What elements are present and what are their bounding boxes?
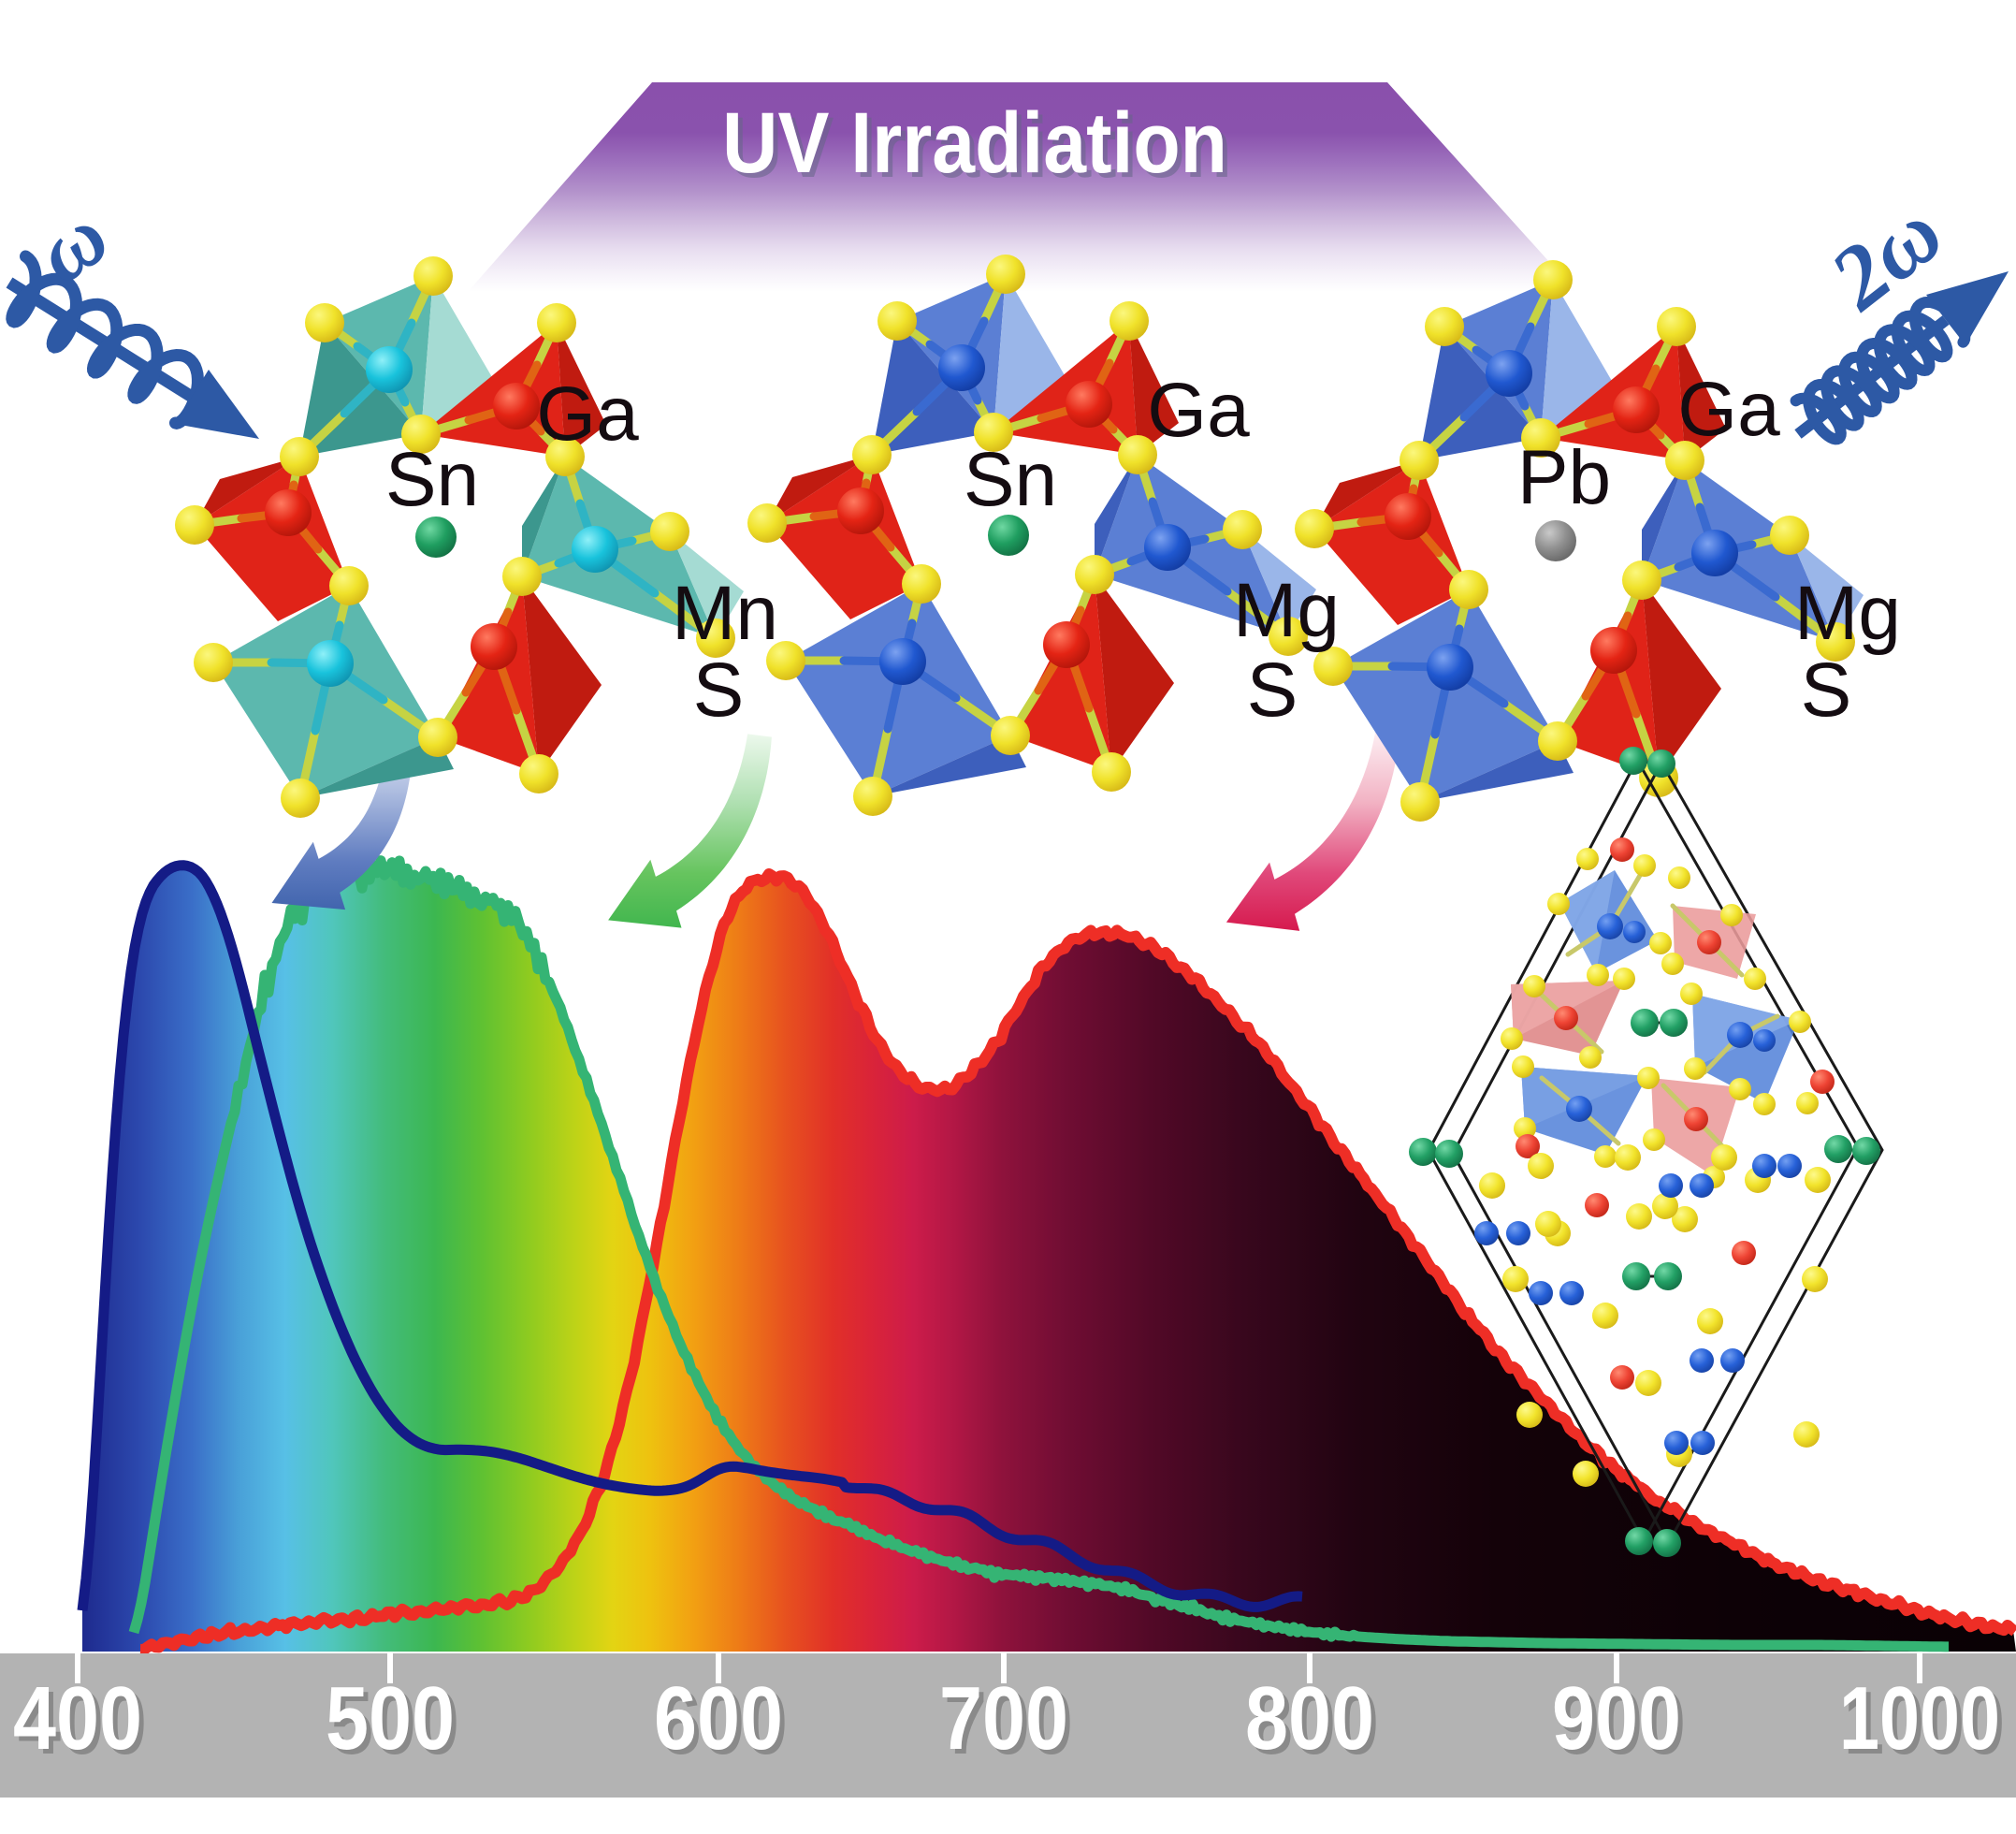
svg-text:800: 800 [1250,1673,1379,1773]
svg-text:Sn: Sn [964,437,1057,522]
svg-text:700: 700 [939,1668,1068,1768]
svg-text:UV Irradiation: UV Irradiation [727,100,1232,196]
svg-text:S: S [1801,648,1852,733]
svg-text:Mg: Mg [1233,568,1340,653]
svg-text:900: 900 [1557,1673,1686,1773]
svg-text:1000: 1000 [1844,1673,2005,1773]
svg-text:S: S [1247,648,1298,733]
svg-text:UV Irradiation: UV Irradiation [722,95,1227,191]
svg-text:700: 700 [944,1673,1073,1773]
svg-text:400: 400 [18,1673,147,1773]
svg-text:Pb: Pb [1517,435,1611,520]
svg-text:400: 400 [13,1668,142,1768]
svg-text:1000: 1000 [1839,1668,2000,1768]
svg-text:S: S [693,648,745,733]
svg-text:Ga: Ga [536,371,639,457]
svg-text:Mn: Mn [672,571,778,656]
svg-text:500: 500 [330,1673,459,1773]
svg-text:900: 900 [1552,1668,1681,1768]
svg-text:Mg: Mg [1794,571,1901,656]
svg-text:Ga: Ga [1677,367,1780,452]
svg-text:Sn: Sn [385,437,479,522]
svg-text:600: 600 [654,1668,783,1768]
svg-text:800: 800 [1245,1668,1374,1768]
svg-text:600: 600 [659,1673,788,1773]
svg-text:Ga: Ga [1147,368,1250,453]
svg-text:500: 500 [326,1668,455,1768]
